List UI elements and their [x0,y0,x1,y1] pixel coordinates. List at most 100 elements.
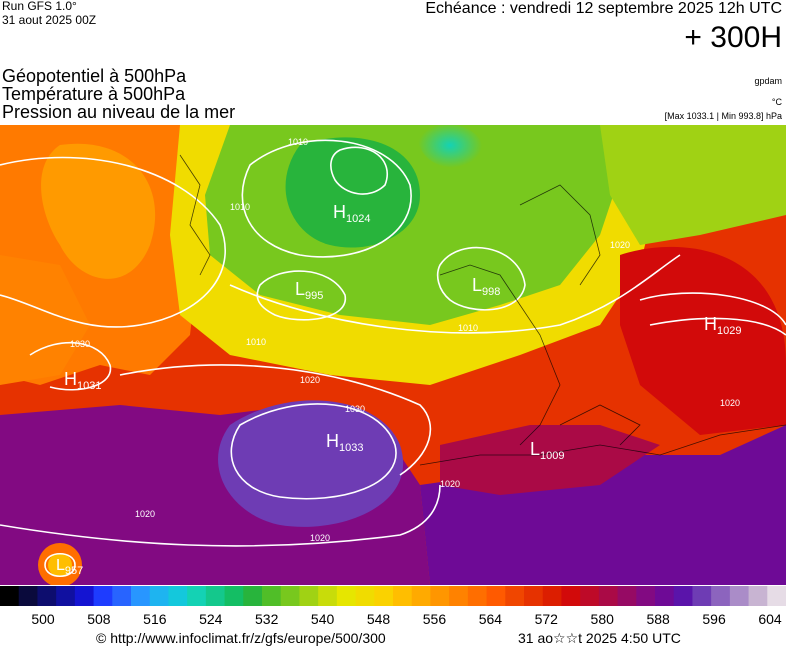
isobar-12 [0,484,441,547]
color-swatch [748,586,768,606]
color-swatch [243,586,263,606]
color-scale-tick-label: 524 [199,611,223,627]
color-swatch [580,586,600,606]
isobar-label: 1020 [440,479,460,489]
unit-gpdam: gpdam [754,76,782,86]
color-swatch [149,586,170,606]
color-swatch [224,586,244,606]
coast-north-africa [419,424,786,466]
unit-celsius: °C [771,97,782,107]
isobar-label: 1010 [288,137,308,147]
color-swatch [93,586,113,606]
isobar-label: 1020 [720,398,740,408]
color-swatch [505,586,525,606]
color-swatch [280,586,301,606]
color-swatch [18,586,39,606]
color-swatch [131,586,151,606]
color-scale-tick-label: 540 [310,611,335,627]
isobar-label: 1010 [230,202,250,212]
color-swatch [767,586,786,606]
color-swatch [524,586,544,606]
unit-pressure-range: [Max 1033.1 | Min 993.8] hPa [664,111,782,121]
weather-map: H1024 L995 L998 H1029 H1031 H1033 L1009 … [0,125,786,585]
isobar-7 [119,364,432,476]
color-swatch [374,586,394,606]
color-swatch [467,586,488,606]
footer-timestamp: 31 ao☆☆t 2025 4:50 UTC [518,630,681,646]
color-scale-tick-label: 532 [255,611,279,627]
isobar-13 [44,552,76,578]
isobar-label: 1020 [135,509,155,519]
isobar-10 [639,292,786,326]
isobar-4 [256,270,346,321]
color-swatch [711,586,731,606]
color-swatch [655,586,675,606]
center-l-1009: L1009 [530,439,565,462]
center-l-998: L998 [472,275,500,298]
echeance-label: Echéance : vendredi 12 septembre 2025 12… [425,0,782,17]
color-scale-tick-label: 548 [366,611,391,627]
color-scale-tick-label: 572 [534,611,558,627]
footer-source: © http://www.infoclimat.fr/z/gfs/europe/… [96,630,386,646]
color-swatch [56,586,76,606]
field-magenta [440,425,660,495]
color-swatch [561,586,581,606]
color-swatch [393,586,413,606]
color-swatch [598,586,619,606]
coastlines [179,154,786,466]
isobars [0,139,786,578]
color-scale-tick-label: 596 [702,611,726,627]
center-l-995: L995 [295,279,323,302]
color-scale-tick-label: 556 [422,611,447,627]
color-swatch [74,586,95,606]
title-temperature: Température à 500hPa [2,84,186,104]
center-h-1033: H1033 [326,431,363,454]
isobar-11 [649,317,786,336]
title-pressure: Pression au niveau de la mer [2,102,236,122]
color-swatch [205,586,226,606]
coast-greenland [179,154,211,276]
isobar-label: 1020 [610,240,630,250]
color-swatch [617,586,637,606]
isobar-label: 1010 [246,337,266,347]
field-orange-core [41,143,156,279]
field-red-east [620,246,786,435]
color-swatch [355,586,375,606]
color-swatch [636,586,656,606]
isobar-1 [0,156,226,328]
isobar-8 [230,403,397,500]
color-scale-tick-label: 588 [646,611,670,627]
field-violet-high [218,400,404,527]
lead-time: + 300H [684,21,782,54]
color-scale-tick-label: 580 [590,611,614,627]
field-purple-south [420,425,786,585]
field-green-east [600,125,786,245]
color-swatch [430,586,450,606]
color-scale-tick-label: 564 [478,611,503,627]
color-swatch [336,586,357,606]
isobar-3 [330,146,388,195]
run-label: Run GFS 1.0° [2,0,77,13]
color-swatch [168,586,188,606]
isobar-9 [29,341,112,391]
isobar-label: 1020 [310,533,330,543]
isobar-labels: 1010 1010 1020 1030 1020 1020 1020 1030 … [70,137,740,543]
color-scale-bar [0,586,786,606]
color-scale-tick-label: 516 [143,611,167,627]
color-swatch [299,586,319,606]
center-h-1029: H1029 [704,314,741,337]
color-scale-tick-label: 508 [87,611,111,627]
color-swatch [692,586,712,606]
coast-italy [559,404,641,446]
isobar-label: 1020 [300,375,320,385]
isobar-5 [436,246,526,311]
color-swatch [449,586,469,606]
isobar-label: 1010 [458,323,478,333]
color-scale-tick-label: 604 [758,611,782,627]
color-swatch [542,586,563,606]
title-geopotential: Géopotentiel à 500hPa [2,66,187,86]
color-swatch [486,586,506,606]
color-swatch [37,586,57,606]
color-swatch [673,586,694,606]
run-date: 31 aout 2025 00Z [2,13,97,27]
